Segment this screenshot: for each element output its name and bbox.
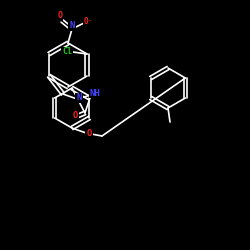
Text: N: N <box>76 94 82 102</box>
Text: N: N <box>69 22 75 30</box>
Text: Cl: Cl <box>62 48 72 56</box>
Text: O: O <box>58 12 62 20</box>
Text: NH: NH <box>90 88 100 98</box>
Text: O⁻: O⁻ <box>84 16 92 26</box>
Text: O: O <box>72 112 78 120</box>
Text: O: O <box>86 128 92 138</box>
